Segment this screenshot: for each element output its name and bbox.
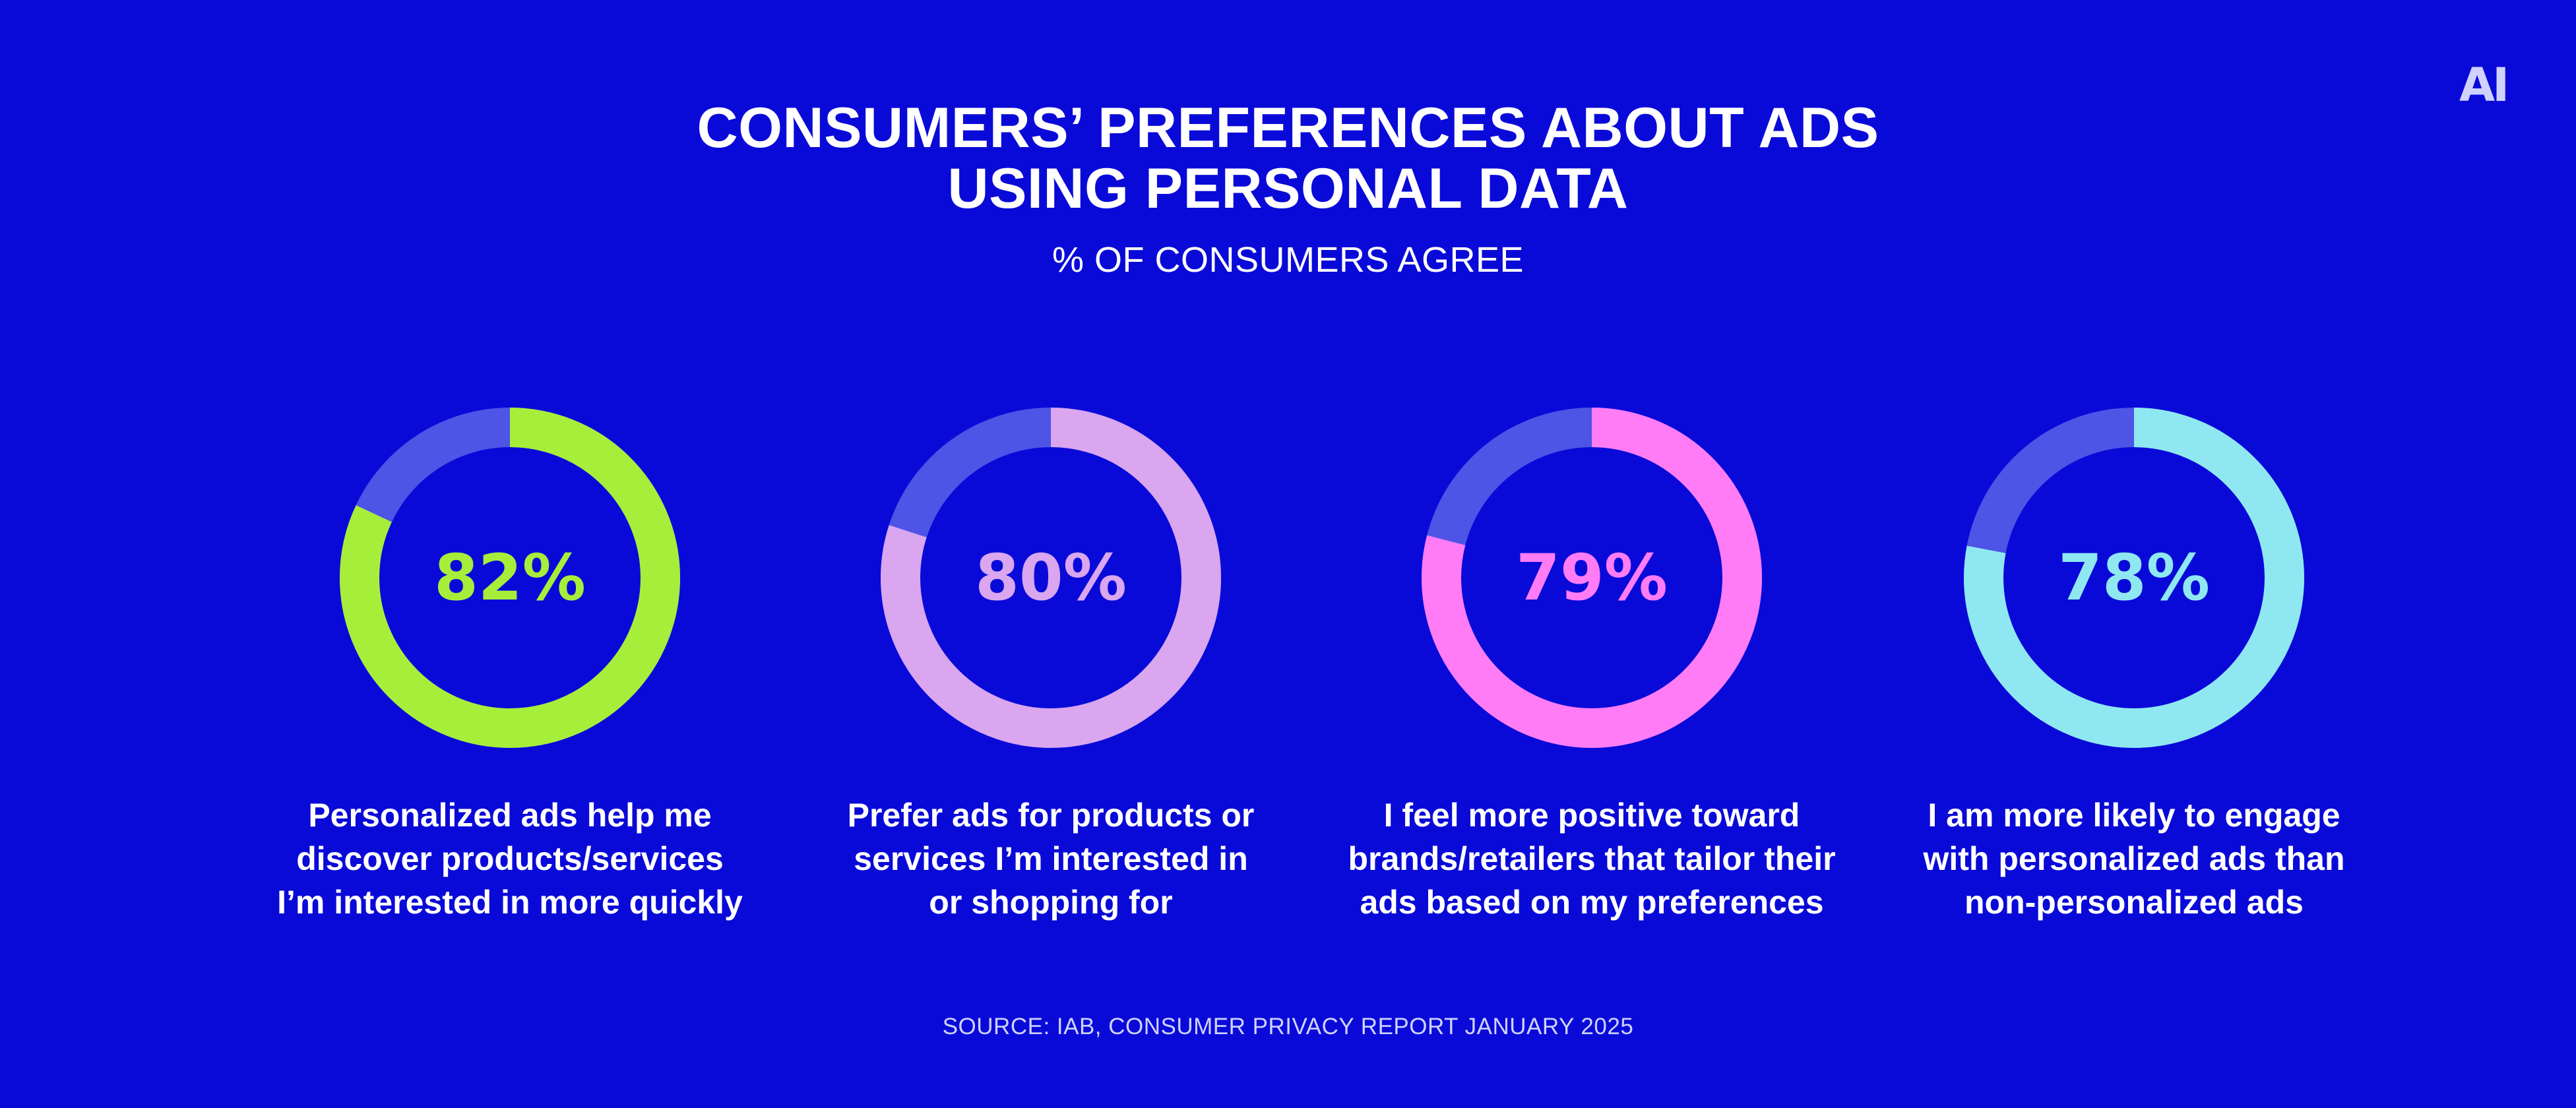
donut-caption-line: I’m interested in more quickly [277,884,743,921]
donut-caption-line: services I’m interested in [854,840,1248,877]
donut-value-arc [1964,408,2304,748]
donut-percent-label: 82% [434,541,586,615]
donut-caption-line: with personalized ads than [1923,840,2345,877]
donut-percent-label: 80% [975,541,1127,615]
donut-caption-line: brands/retailers that tailor their [1348,840,1836,877]
chart-subtitle: % OF CONSUMERS AGREE [1052,240,1524,280]
donut-value-arc [1422,408,1762,748]
donut-caption-line: Prefer ads for products or [847,797,1255,834]
donut-caption-line: or shopping for [929,884,1173,921]
donut-percent-label: 79% [1516,541,1668,615]
donut-caption-line: ads based on my preferences [1360,884,1824,921]
donut-caption-line: non-personalized ads [1964,884,2304,921]
donut-chart-4: 78% [1964,408,2304,748]
donut-caption-4: I am more likely to engage with personali… [1883,793,2385,924]
chart-title-line-1: CONSUMERS’ PREFERENCES ABOUT ADS [697,96,1879,160]
donut-caption-1: Personalized ads help me discover product… [259,793,761,924]
donut-chart-2: 80% [881,408,1221,748]
brand-logo: AI [2459,58,2509,112]
donut-caption-line: discover products/services [296,840,724,877]
donut-caption-2: Prefer ads for products or services I’m i… [800,793,1302,924]
donut-caption-line: I feel more positive toward [1383,797,1800,834]
donut-caption-line: I am more likely to engage [1928,797,2340,834]
donut-chart-1: 82% [340,408,680,748]
donut-value-arc [881,408,1221,748]
donut-value-arc [340,408,680,748]
chart-title-line-2: USING PERSONAL DATA [947,157,1629,220]
donut-chart-3: 79% [1422,408,1762,748]
donut-caption-3: I feel more positive toward brands/retail… [1341,793,1842,924]
donut-caption-line: Personalized ads help me [308,797,712,834]
source-note: SOURCE: IAB, CONSUMER PRIVACY REPORT JAN… [942,1014,1634,1039]
donut-percent-label: 78% [2058,541,2210,615]
chart-title: CONSUMERS’ PREFERENCES ABOUT ADS USING P… [0,98,2576,219]
